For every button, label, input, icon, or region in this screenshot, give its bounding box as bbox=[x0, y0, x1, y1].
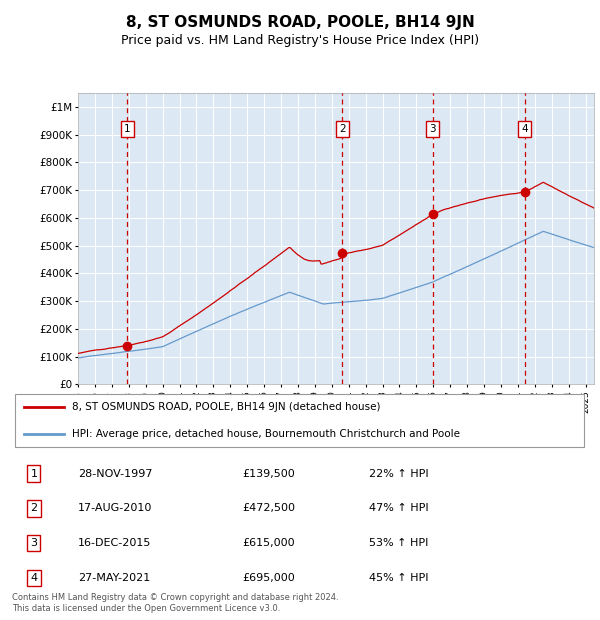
Text: 1: 1 bbox=[31, 469, 37, 479]
Text: HPI: Average price, detached house, Bournemouth Christchurch and Poole: HPI: Average price, detached house, Bour… bbox=[73, 428, 460, 438]
Text: 17-AUG-2010: 17-AUG-2010 bbox=[78, 503, 152, 513]
Text: 2: 2 bbox=[31, 503, 37, 513]
Text: £615,000: £615,000 bbox=[242, 538, 295, 548]
Text: £695,000: £695,000 bbox=[242, 573, 295, 583]
Text: Price paid vs. HM Land Registry's House Price Index (HPI): Price paid vs. HM Land Registry's House … bbox=[121, 34, 479, 47]
Text: 22% ↑ HPI: 22% ↑ HPI bbox=[369, 469, 429, 479]
FancyBboxPatch shape bbox=[15, 394, 584, 447]
Text: 28-NOV-1997: 28-NOV-1997 bbox=[78, 469, 153, 479]
Text: 1: 1 bbox=[124, 124, 131, 134]
Text: 3: 3 bbox=[31, 538, 37, 548]
Text: 16-DEC-2015: 16-DEC-2015 bbox=[78, 538, 152, 548]
Text: £472,500: £472,500 bbox=[242, 503, 295, 513]
Text: £139,500: £139,500 bbox=[242, 469, 295, 479]
Text: Contains HM Land Registry data © Crown copyright and database right 2024.
This d: Contains HM Land Registry data © Crown c… bbox=[12, 593, 338, 613]
Text: 47% ↑ HPI: 47% ↑ HPI bbox=[369, 503, 429, 513]
Text: 4: 4 bbox=[31, 573, 37, 583]
Text: 2: 2 bbox=[339, 124, 346, 134]
Text: 8, ST OSMUNDS ROAD, POOLE, BH14 9JN (detached house): 8, ST OSMUNDS ROAD, POOLE, BH14 9JN (det… bbox=[73, 402, 381, 412]
Text: 3: 3 bbox=[429, 124, 436, 134]
Text: 53% ↑ HPI: 53% ↑ HPI bbox=[369, 538, 428, 548]
Text: 8, ST OSMUNDS ROAD, POOLE, BH14 9JN: 8, ST OSMUNDS ROAD, POOLE, BH14 9JN bbox=[125, 16, 475, 30]
Text: 4: 4 bbox=[521, 124, 528, 134]
Text: 45% ↑ HPI: 45% ↑ HPI bbox=[369, 573, 428, 583]
Text: 27-MAY-2021: 27-MAY-2021 bbox=[78, 573, 151, 583]
